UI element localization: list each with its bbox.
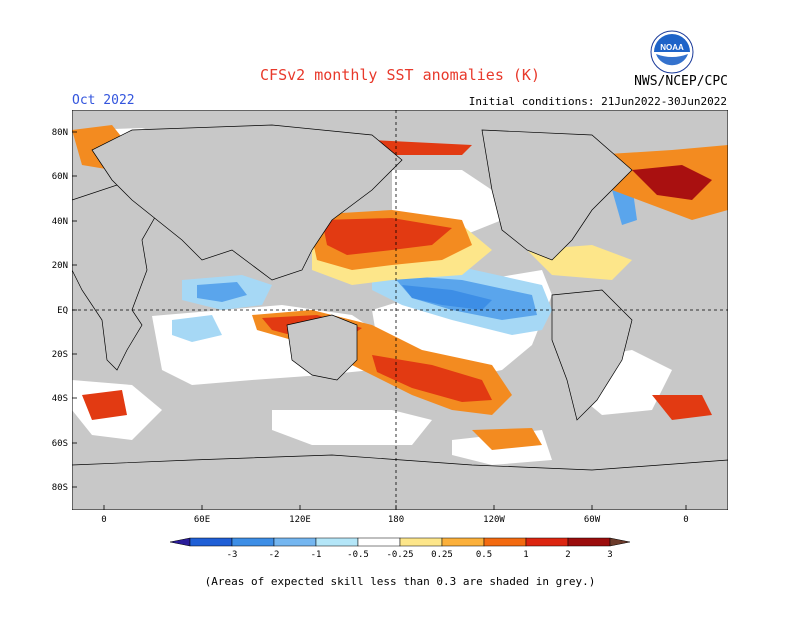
logo-text: NOAA xyxy=(660,43,684,52)
chart-title: CFSv2 monthly SST anomalies (K) xyxy=(260,66,540,84)
lon-label: 0 xyxy=(101,515,106,525)
colorbar-label: 2 xyxy=(565,550,570,560)
lat-label: 20N xyxy=(52,261,68,271)
antarctica xyxy=(72,454,728,510)
australia xyxy=(286,314,358,381)
colorbar-bin xyxy=(189,537,233,547)
noaa-logo-icon: NOAA xyxy=(650,30,694,74)
lat-label: 60N xyxy=(52,172,68,182)
colorbar-bin xyxy=(525,537,569,547)
colorbar-labels: -3 -2 -1 -0.5 -0.25 0.25 0.5 1 2 3 xyxy=(227,550,613,560)
colorbar-end-low xyxy=(170,537,191,547)
colorbar-label: 0.25 xyxy=(431,550,453,560)
lat-label: EQ xyxy=(57,306,68,316)
lat-label: 40S xyxy=(52,394,68,404)
latitude-axis: 80N 60N 40N 20N EQ 20S 40S 60S 80S xyxy=(52,128,68,493)
lat-label: 80N xyxy=(52,128,68,138)
south-america xyxy=(551,289,633,421)
colorbar-bin xyxy=(483,537,527,547)
colorbar-bin xyxy=(567,537,611,547)
longitude-axis: 0 60E 120E 180 120W 60W 0 xyxy=(101,515,688,525)
lon-label: 60E xyxy=(194,515,210,525)
lon-label: 60W xyxy=(584,515,601,525)
colorbar-end-high xyxy=(609,537,630,547)
colorbar-bin xyxy=(441,537,485,547)
colorbar-label: -0.25 xyxy=(386,550,413,560)
colorbar-label: -2 xyxy=(269,550,280,560)
valid-month-label: Oct 2022 xyxy=(72,93,135,108)
land-masses xyxy=(72,124,728,510)
colorbar-bin xyxy=(273,537,317,547)
colorbar-boxes xyxy=(170,537,630,547)
north-america xyxy=(481,129,633,261)
colorbar-bin xyxy=(315,537,359,547)
footnote: (Areas of expected skill less than 0.3 a… xyxy=(204,575,596,588)
agency-label: NWS/NCEP/CPC xyxy=(634,74,728,89)
lon-label: 180 xyxy=(388,515,404,525)
lon-label: 120W xyxy=(483,515,505,525)
lat-label: 80S xyxy=(52,483,68,493)
lat-label: 60S xyxy=(52,439,68,449)
colorbar-label: 3 xyxy=(607,550,612,560)
colorbar-bin xyxy=(399,537,443,547)
colorbar-label: -3 xyxy=(227,550,238,560)
eurasia xyxy=(91,124,403,281)
colorbar-label: -1 xyxy=(311,550,322,560)
colorbar-bin xyxy=(231,537,275,547)
lat-label: 40N xyxy=(52,217,68,227)
lon-label: 0 xyxy=(683,515,688,525)
colorbar: -3 -2 -1 -0.5 -0.25 0.25 0.5 1 2 3 xyxy=(170,537,630,560)
colorbar-label: 1 xyxy=(523,550,528,560)
lat-label: 20S xyxy=(52,350,68,360)
colorbar-label: -0.5 xyxy=(347,550,369,560)
sst-anomaly-map xyxy=(72,110,728,510)
colorbar-label: 0.5 xyxy=(476,550,492,560)
lon-label: 120E xyxy=(289,515,311,525)
initial-conditions-label: Initial conditions: 21Jun2022-30Jun2022 xyxy=(468,95,727,108)
colorbar-bin xyxy=(357,537,401,547)
